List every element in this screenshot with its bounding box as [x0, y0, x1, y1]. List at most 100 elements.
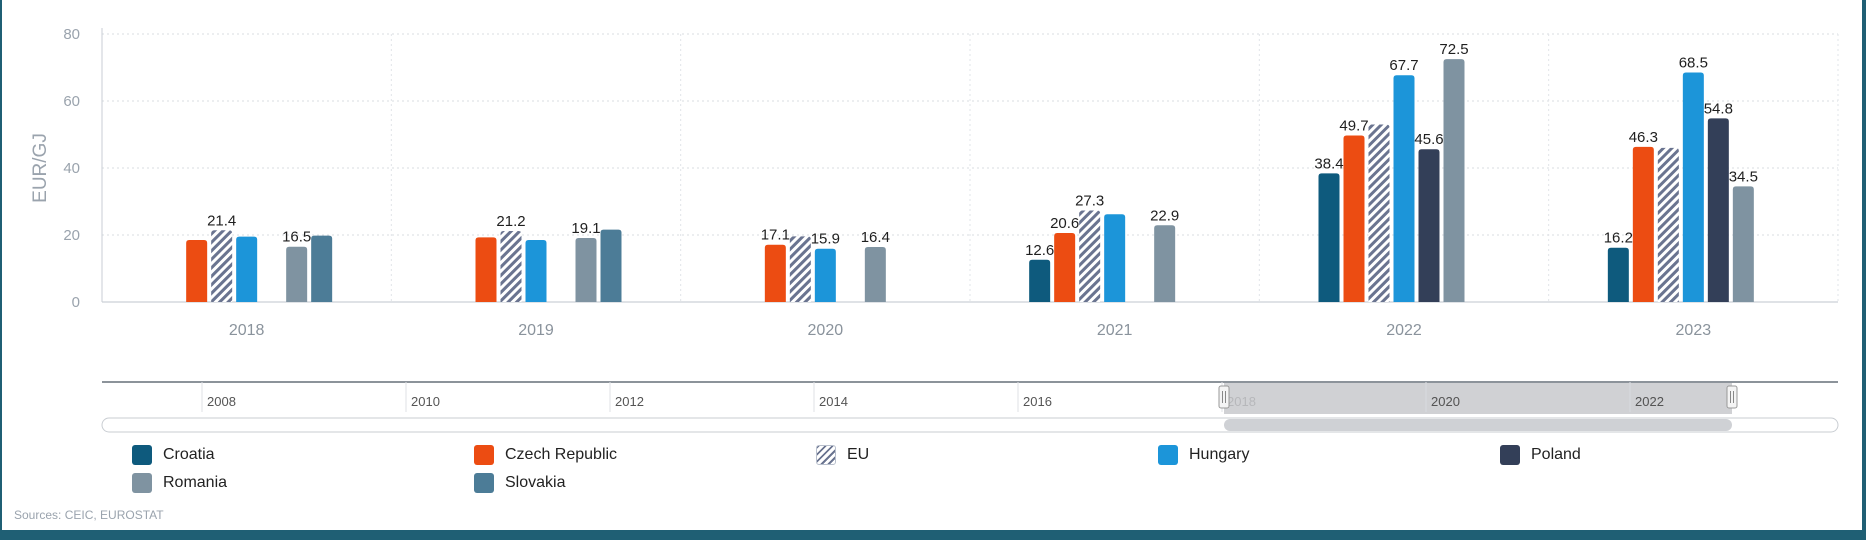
- bar-romania-2019[interactable]: [575, 238, 597, 302]
- navigator-selection[interactable]: [1224, 383, 1732, 414]
- navigator-scrollbar-thumb[interactable]: [1224, 419, 1732, 431]
- data-labels: 12.6 38.4 16.2 17.1 20.6 49.7 46.3 21.4 21.2 27.3…: [207, 41, 1758, 259]
- data-label: 21.2: [496, 213, 525, 230]
- navigator-label: 2016: [1023, 394, 1052, 409]
- y-tick-label: 80: [63, 26, 80, 43]
- bar-eu-2018[interactable]: [211, 230, 233, 302]
- legend-label: Romania: [163, 474, 228, 491]
- data-label: 46.3: [1629, 129, 1658, 146]
- bar-eu-2020[interactable]: [789, 236, 811, 302]
- data-label: 12.6: [1025, 242, 1054, 259]
- bar-czech-republic-2018[interactable]: [186, 240, 208, 302]
- legend-item-poland[interactable]: Poland: [1500, 444, 1842, 466]
- bar-romania-2023[interactable]: [1732, 186, 1754, 302]
- chart-frame: 0 20 40 60 80 EUR/GJ 2018 2019 2020 2021 2022 2023 …: [2, 0, 1862, 530]
- bar-eu-2021[interactable]: [1079, 210, 1101, 302]
- bar-hungary-2023[interactable]: [1682, 72, 1704, 303]
- bar-croatia-2023[interactable]: [1607, 247, 1629, 302]
- legend-item-hungary[interactable]: Hungary: [1158, 444, 1500, 466]
- axes: 0 20 40 60 80 EUR/GJ 2018 2019 2020 2021 2022 2023: [30, 26, 1711, 339]
- x-tick-label: 2023: [1676, 322, 1712, 339]
- legend-item-slovakia[interactable]: Slovakia: [474, 472, 816, 494]
- legend-label: Croatia: [163, 446, 215, 463]
- data-label: 19.1: [571, 220, 600, 237]
- bar-czech-republic-2021[interactable]: [1054, 232, 1076, 302]
- navigator-label: 2012: [615, 394, 644, 409]
- data-label: 20.6: [1050, 215, 1079, 232]
- data-label: 16.4: [861, 229, 890, 246]
- data-label: 15.9: [811, 231, 840, 248]
- bar-slovakia-2018[interactable]: [311, 235, 333, 302]
- legend-label: Hungary: [1189, 446, 1250, 463]
- data-label: 49.7: [1339, 118, 1368, 135]
- navigator-label: 2014: [819, 394, 848, 409]
- bar-eu-2022[interactable]: [1368, 124, 1390, 302]
- range-navigator[interactable]: 2008201020122014201620182020202220202022: [101, 381, 1839, 433]
- data-label: 27.3: [1075, 193, 1104, 210]
- data-label: 16.5: [282, 229, 311, 246]
- bar-poland-2023[interactable]: [1707, 118, 1729, 302]
- navigator-left-handle[interactable]: [1218, 385, 1230, 409]
- data-label: 21.4: [207, 212, 236, 229]
- legend-item-croatia[interactable]: Croatia: [132, 444, 474, 466]
- data-label: 72.5: [1439, 41, 1468, 58]
- navigator-label: 2008: [207, 394, 236, 409]
- data-label: 67.7: [1389, 57, 1418, 74]
- legend-swatch: [474, 445, 494, 465]
- bar-czech-republic-2022[interactable]: [1343, 135, 1365, 302]
- data-label: 54.8: [1704, 100, 1733, 117]
- bar-hungary-2020[interactable]: [814, 248, 836, 302]
- navigator-right-handle[interactable]: [1726, 385, 1738, 409]
- x-tick-label: 2021: [1097, 322, 1133, 339]
- bar-hungary-2018[interactable]: [236, 236, 258, 302]
- legend-swatch: [1500, 445, 1520, 465]
- navigator-label: 2010: [411, 394, 440, 409]
- bar-poland-2022[interactable]: [1418, 149, 1440, 302]
- bar-eu-2023[interactable]: [1657, 147, 1679, 302]
- bar-croatia-2022[interactable]: [1318, 173, 1340, 302]
- legend-label: Slovakia: [505, 474, 566, 491]
- bar-hungary-2022[interactable]: [1393, 75, 1415, 302]
- navigator-label: 2022: [1635, 394, 1664, 409]
- bar-romania-2020[interactable]: [864, 247, 886, 302]
- y-tick-label: 60: [63, 93, 80, 110]
- legend-label: Czech Republic: [505, 446, 618, 463]
- legend-item-eu[interactable]: EU: [816, 444, 1158, 466]
- bar-czech-republic-2023[interactable]: [1632, 146, 1654, 302]
- bar-romania-2021[interactable]: [1154, 225, 1176, 302]
- bar-romania-2018[interactable]: [286, 246, 308, 302]
- handle-body[interactable]: [1726, 385, 1738, 409]
- x-tick-label: 2022: [1386, 322, 1422, 339]
- x-tick-label: 2020: [808, 322, 844, 339]
- data-label: 17.1: [761, 227, 790, 244]
- sources-note: Sources: CEIC, EUROSTAT: [14, 508, 164, 522]
- navigator-label: 2020: [1431, 394, 1460, 409]
- data-label: 45.6: [1414, 131, 1443, 148]
- legend-item-czech-republic[interactable]: Czech Republic: [474, 444, 816, 466]
- data-label: 38.4: [1314, 155, 1343, 172]
- bar-romania-2022[interactable]: [1443, 59, 1465, 302]
- bar-hungary-2019[interactable]: [525, 240, 547, 302]
- legend-swatch: [132, 445, 152, 465]
- legend-label: EU: [847, 446, 870, 463]
- y-tick-label: 0: [72, 294, 80, 311]
- data-label: 34.5: [1729, 168, 1758, 185]
- bar-czech-republic-2019[interactable]: [475, 237, 497, 302]
- x-tick-label: 2018: [229, 322, 265, 339]
- y-tick-label: 20: [63, 227, 80, 244]
- data-label: 22.9: [1150, 207, 1179, 224]
- bar-hungary-2021[interactable]: [1104, 214, 1126, 302]
- legend-swatch: [474, 473, 494, 493]
- legend-item-romania[interactable]: Romania: [132, 472, 474, 494]
- y-tick-label: 40: [63, 160, 80, 177]
- bar-czech-republic-2020[interactable]: [764, 244, 786, 302]
- handle-body[interactable]: [1218, 385, 1230, 409]
- grid-lines: [101, 33, 1839, 303]
- data-label: 68.5: [1679, 55, 1708, 72]
- bar-slovakia-2019[interactable]: [600, 229, 622, 302]
- data-label: 16.2: [1604, 230, 1633, 247]
- bar-eu-2019[interactable]: [500, 230, 522, 302]
- bar-croatia-2021[interactable]: [1029, 259, 1051, 302]
- y-axis-title: EUR/GJ: [30, 133, 51, 203]
